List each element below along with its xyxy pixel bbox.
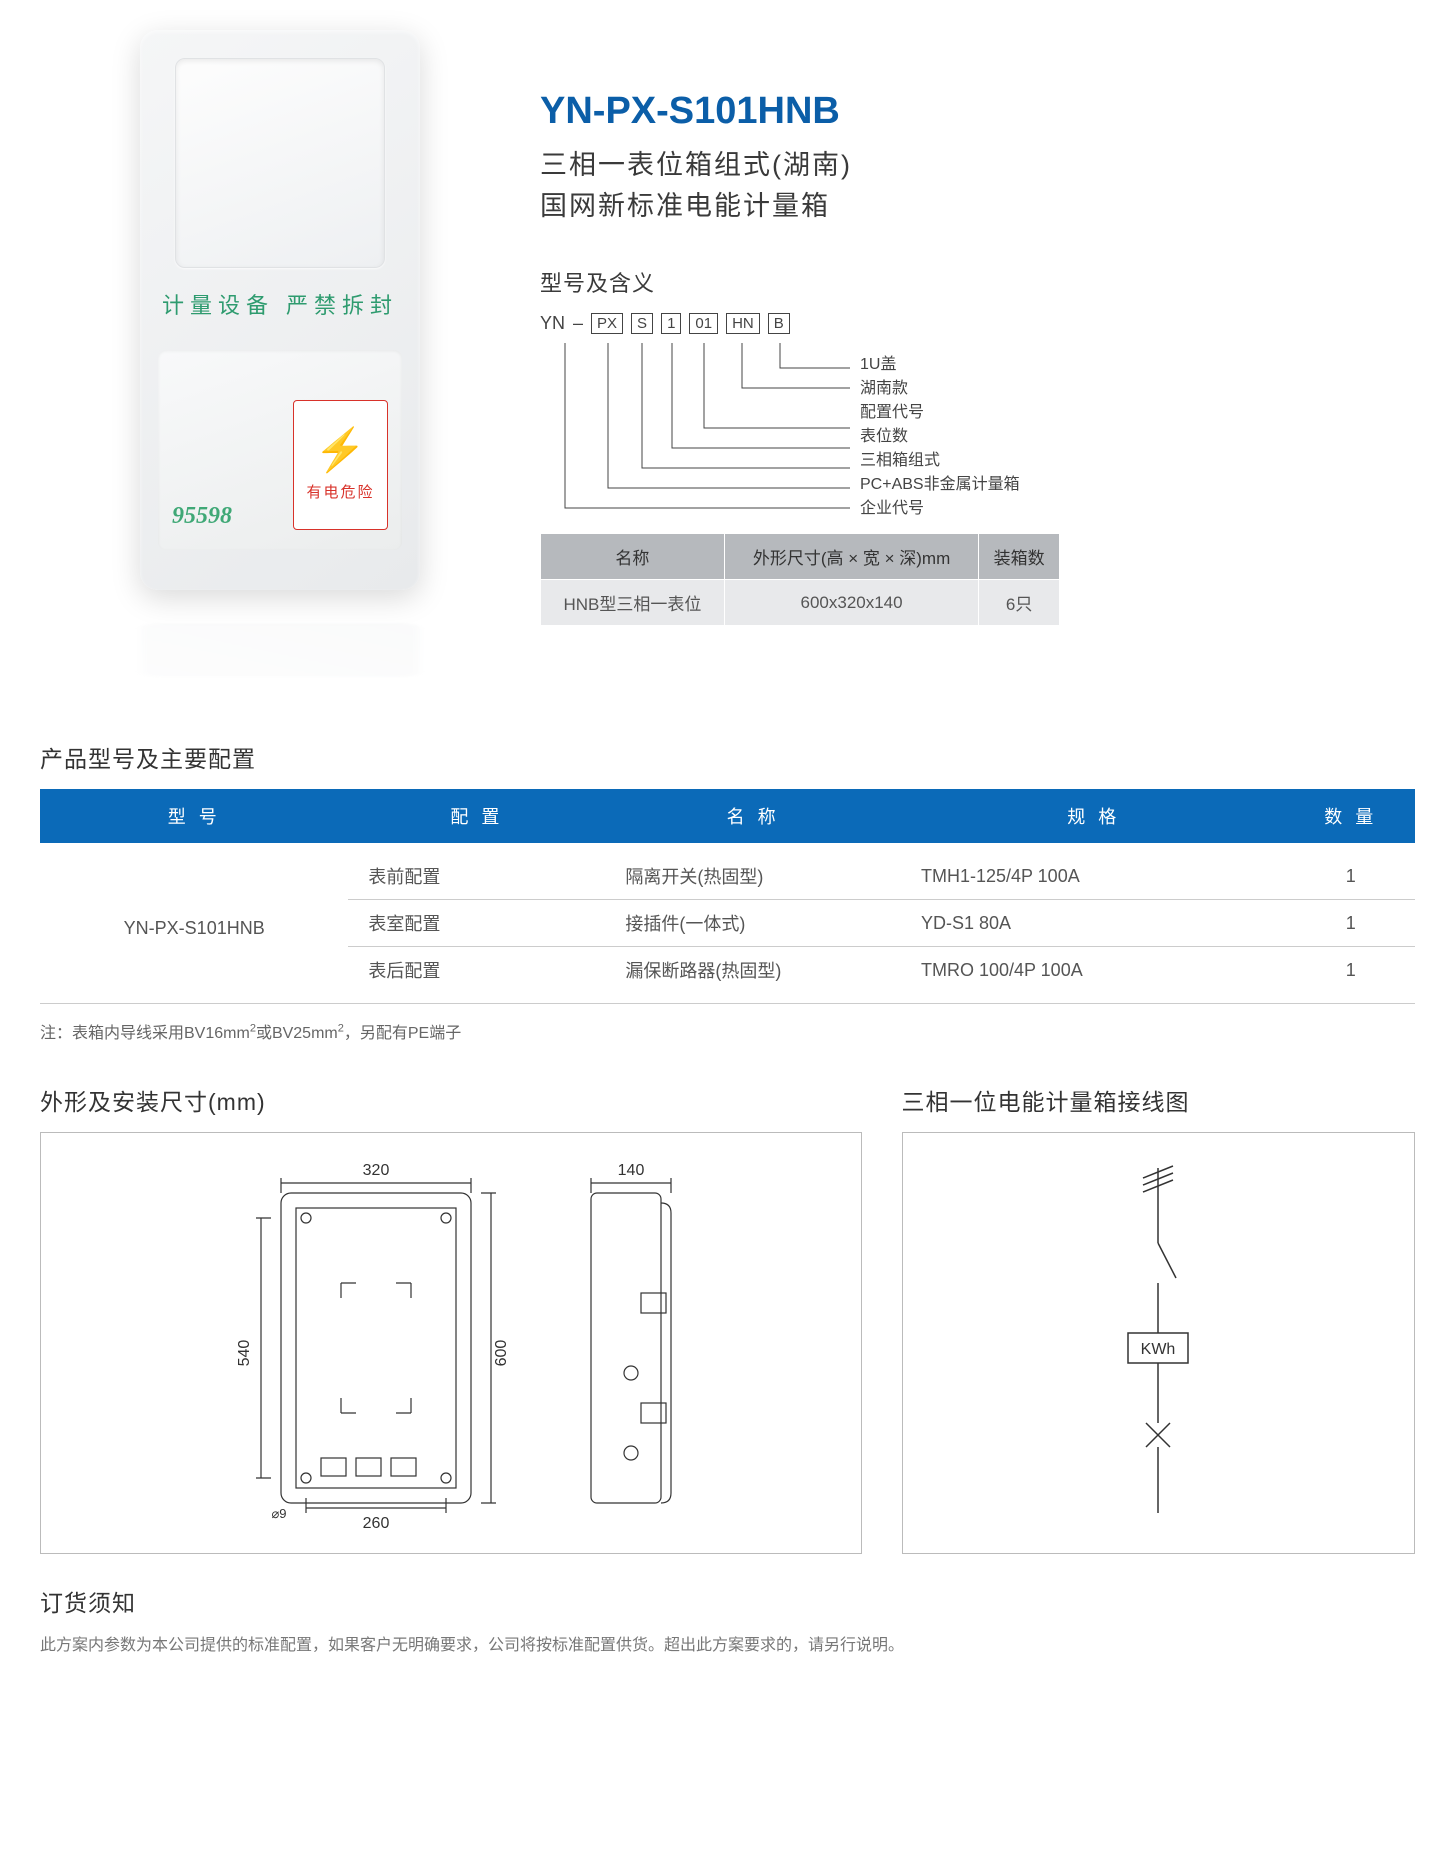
wiring-diagram: KWh [1018, 1153, 1298, 1533]
meter-green-label: 计量设备 严禁拆封 [158, 288, 402, 320]
cfg-r0-qty: 1 [1286, 843, 1415, 900]
product-photo: 计量设备 严禁拆封 95598 ⚡ 有电危险 [100, 30, 460, 680]
dim-600: 600 [493, 1340, 510, 1367]
model-part-0: PX [591, 313, 623, 334]
model-title: YN-PX-S101HNB [540, 90, 1355, 133]
cfg-r1-cfg: 表室配置 [348, 900, 605, 947]
drawings-row: 外形及安装尺寸(mm) [40, 1053, 1415, 1554]
wiring-title: 三相一位电能计量箱接线图 [902, 1083, 1415, 1117]
info-panel: YN-PX-S101HNB 三相一表位箱组式(湖南) 国网新标准电能计量箱 型号… [540, 30, 1355, 680]
kwh-label: KWh [1141, 1341, 1176, 1358]
dim-540: 540 [236, 1340, 253, 1367]
meter-box: 计量设备 严禁拆封 95598 ⚡ 有电危险 [140, 30, 420, 590]
bracket-labels: 1U盖 湖南款 配置代号 表位数 三相箱组式 PC+ABS非金属计量箱 企业代号 [860, 353, 1020, 521]
subtitle-1: 三相一表位箱组式(湖南) [540, 145, 1355, 186]
mini-td-2: 6只 [979, 580, 1060, 626]
mini-th-1: 外形尺寸(高 × 宽 × 深)mm [724, 534, 978, 580]
danger-box: ⚡ 有电危险 [293, 400, 388, 530]
cfg-r2-qty: 1 [1286, 947, 1415, 1004]
bracket-label-5: PC+ABS非金属计量箱 [860, 473, 1020, 497]
danger-text: 有电危险 [306, 481, 374, 502]
dim-260: 260 [362, 1515, 389, 1532]
cfg-th-3: 规 格 [901, 789, 1287, 843]
cfg-r2-spec: TMRO 100/4P 100A [901, 947, 1287, 1004]
bracket-label-1: 湖南款 [860, 377, 1020, 401]
dimension-drawing: 320 260 540 600 140 ⌀9 [171, 1153, 731, 1533]
cfg-r0-cfg: 表前配置 [348, 843, 605, 900]
cfg-th-2: 名 称 [605, 789, 901, 843]
model-part-5: B [768, 313, 790, 334]
config-table: 型 号 配 置 名 称 规 格 数 量 YN-PX-S101HNB 表前配置 隔… [40, 789, 1415, 1004]
model-part-2: 1 [661, 313, 681, 334]
bracket-label-0: 1U盖 [860, 353, 1020, 377]
config-note: 注：表箱内导线采用BV16mm2或BV25mm2，另配有PE端子 [40, 1019, 1415, 1043]
model-diagram: YN – PX S 1 01 HN B [540, 313, 1355, 513]
order-text: 此方案内参数为本公司提供的标准配置，如果客户无明确要求，公司将按标准配置供货。超… [40, 1633, 1415, 1659]
bracket-lines [540, 343, 860, 518]
cfg-model-cell: YN-PX-S101HNB [40, 843, 348, 1004]
photo-reflection [140, 623, 420, 677]
model-parts: YN – PX S 1 01 HN B [540, 313, 1355, 334]
cfg-th-1: 配 置 [348, 789, 605, 843]
cfg-r0-name: 隔离开关(热固型) [605, 843, 901, 900]
dim-140: 140 [617, 1162, 644, 1179]
cfg-r1-spec: YD-S1 80A [901, 900, 1287, 947]
dimensions-title: 外形及安装尺寸(mm) [40, 1083, 862, 1117]
mini-td-1: 600x320x140 [724, 580, 978, 626]
service-number: 95598 [172, 503, 232, 530]
dimension-drawing-box: 320 260 540 600 140 ⌀9 [40, 1132, 862, 1554]
dimension-mini-table: 名称 外形尺寸(高 × 宽 × 深)mm 装箱数 HNB型三相一表位 600x3… [540, 533, 1060, 626]
subtitle-2: 国网新标准电能计量箱 [540, 186, 1355, 227]
cfg-r0-spec: TMH1-125/4P 100A [901, 843, 1287, 900]
mini-th-0: 名称 [541, 534, 725, 580]
model-part-1: S [631, 313, 653, 334]
model-prefix: YN [540, 313, 565, 334]
mini-th-2: 装箱数 [979, 534, 1060, 580]
model-meaning-title: 型号及含义 [540, 266, 1355, 298]
bracket-label-2: 配置代号 [860, 401, 1020, 425]
cfg-r2-cfg: 表后配置 [348, 947, 605, 1004]
cfg-r1-name: 接插件(一体式) [605, 900, 901, 947]
dim-hole: ⌀9 [271, 1506, 286, 1521]
cfg-th-0: 型 号 [40, 789, 348, 843]
bracket-label-3: 表位数 [860, 425, 1020, 449]
meter-lower-panel: 95598 ⚡ 有电危险 [158, 350, 402, 550]
config-section-title: 产品型号及主要配置 [40, 740, 1415, 774]
mini-td-0: HNB型三相一表位 [541, 580, 725, 626]
dim-320: 320 [362, 1162, 389, 1179]
bracket-label-4: 三相箱组式 [860, 449, 1020, 473]
bracket-label-6: 企业代号 [860, 497, 1020, 521]
cfg-r1-qty: 1 [1286, 900, 1415, 947]
model-part-3: 01 [689, 313, 718, 334]
model-dash: – [573, 313, 583, 334]
cfg-th-4: 数 量 [1286, 789, 1415, 843]
meter-window [175, 58, 385, 268]
model-part-4: HN [726, 313, 760, 334]
top-section: 计量设备 严禁拆封 95598 ⚡ 有电危险 YN-PX-S101HNB 三相一… [40, 30, 1415, 680]
wiring-drawing-box: KWh [902, 1132, 1415, 1554]
cfg-r2-name: 漏保断路器(热固型) [605, 947, 901, 1004]
order-title: 订货须知 [40, 1584, 1415, 1618]
lightning-icon: ⚡ [314, 429, 366, 471]
